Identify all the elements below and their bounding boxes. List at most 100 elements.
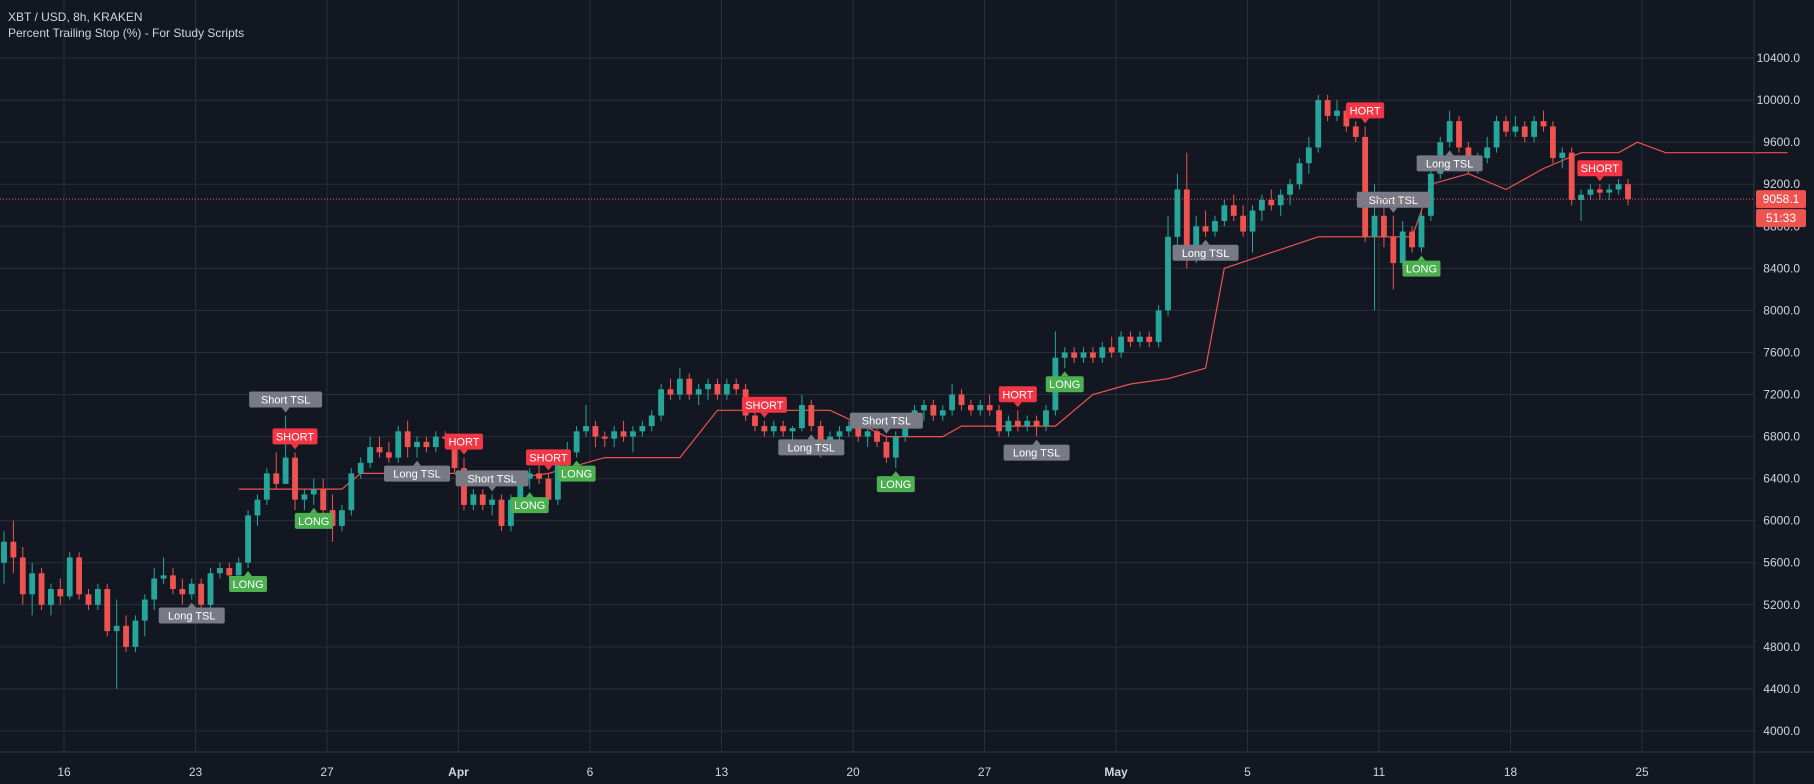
candle xyxy=(921,399,927,421)
candle-body xyxy=(348,473,355,511)
short-signal-label: HORT xyxy=(1346,102,1385,124)
candle-body xyxy=(996,410,1002,432)
tsl-label-text: Short TSL xyxy=(467,473,516,485)
candle-body xyxy=(1155,310,1162,342)
candle-body xyxy=(545,478,552,500)
candle xyxy=(170,568,176,595)
long-signal-label: LONG xyxy=(294,507,333,529)
candle xyxy=(714,378,721,400)
candle xyxy=(536,462,542,484)
long-signal-label-text: LONG xyxy=(514,500,545,512)
candle-body xyxy=(686,378,693,395)
candle xyxy=(160,557,167,584)
candle xyxy=(1493,115,1500,153)
candle-body xyxy=(1456,121,1462,148)
long-signal-label: LONG xyxy=(557,460,596,482)
tsl-label-text: Long TSL xyxy=(788,442,836,454)
candle-body xyxy=(1399,231,1406,264)
candle xyxy=(470,489,477,511)
candle-body xyxy=(761,426,768,432)
candle-body xyxy=(1446,121,1453,143)
candle-body xyxy=(1277,194,1284,206)
candle xyxy=(104,583,111,637)
candle-body xyxy=(902,420,909,437)
short-signal-label-bg xyxy=(525,449,571,466)
candle-body xyxy=(1362,136,1369,237)
candle xyxy=(723,378,730,400)
candle-body xyxy=(235,562,242,576)
candle-body xyxy=(1005,420,1012,432)
candle xyxy=(1625,178,1631,206)
long-signal-label: LONG xyxy=(1045,371,1084,393)
candle-body xyxy=(770,426,777,432)
x-tick-label: 25 xyxy=(1635,765,1649,779)
candle-body xyxy=(667,389,674,395)
tsl-label: Long TSL xyxy=(778,434,845,456)
y-tick-label: 6400.0 xyxy=(1763,472,1800,486)
candle-body xyxy=(1493,121,1500,148)
candle xyxy=(1305,136,1312,174)
candle xyxy=(639,420,646,437)
candle xyxy=(630,426,636,453)
candle xyxy=(151,568,158,611)
candle xyxy=(939,405,946,421)
x-tick-label: 13 xyxy=(715,765,729,779)
candle xyxy=(1427,168,1434,222)
candle xyxy=(733,378,740,395)
candle-body xyxy=(498,499,505,526)
candle-body xyxy=(1305,147,1312,164)
candle-body xyxy=(1559,152,1566,158)
tsl-label: Long TSL xyxy=(1416,150,1483,172)
symbol-title[interactable]: XBT / USD, 8h, KRAKEN xyxy=(8,10,143,24)
candle xyxy=(1503,115,1509,137)
candle-body xyxy=(104,589,111,632)
candle-body xyxy=(376,447,383,453)
tsl-label-bg xyxy=(158,607,225,624)
chart-legend: XBT / USD, 8h, KRAKEN Percent Trailing S… xyxy=(8,9,244,41)
candle-body xyxy=(1531,121,1538,137)
candle xyxy=(113,599,120,689)
candle xyxy=(19,546,26,605)
candle xyxy=(1118,331,1124,358)
candle-body xyxy=(1,541,7,563)
candle xyxy=(686,373,693,400)
tsl-label-pointer xyxy=(1032,439,1041,445)
tsl-label-text: Long TSL xyxy=(1182,248,1230,260)
candle-body xyxy=(1071,352,1078,358)
study-title[interactable]: Percent Trailing Stop (%) - For Study Sc… xyxy=(8,26,245,40)
candle-body xyxy=(554,462,561,500)
candle xyxy=(282,415,289,484)
candle-body xyxy=(977,405,984,411)
candle-body xyxy=(508,499,514,526)
candle-body xyxy=(339,510,345,526)
candle-body xyxy=(592,426,599,437)
long-signal-label-pointer xyxy=(244,571,253,576)
candle xyxy=(66,552,73,600)
candle-body xyxy=(1136,336,1143,342)
candle-body xyxy=(226,568,233,576)
candle-body xyxy=(526,473,533,479)
candle-body xyxy=(1212,221,1218,232)
countdown-badge xyxy=(1756,209,1806,228)
candle xyxy=(1005,415,1012,437)
candle-body xyxy=(705,384,711,390)
candle xyxy=(1418,210,1425,253)
candle-body xyxy=(1568,152,1575,200)
candle-body xyxy=(123,625,129,647)
candle-body xyxy=(1540,121,1547,127)
candle xyxy=(76,552,83,600)
tsl-label-bg xyxy=(455,470,529,487)
tsl-label-pointer xyxy=(187,602,196,608)
tsl-label-text: Long TSL xyxy=(1426,158,1474,170)
tsl-label: Short TSL xyxy=(249,391,323,413)
candle-body xyxy=(404,431,411,448)
candle-body xyxy=(310,489,317,495)
candle-body xyxy=(301,494,308,500)
tsl-label: Long TSL xyxy=(158,602,225,624)
candle-body xyxy=(883,441,890,458)
tsl-label-bg xyxy=(249,391,323,408)
tsl-label: Long TSL xyxy=(384,460,451,482)
candle-body xyxy=(1090,352,1096,358)
